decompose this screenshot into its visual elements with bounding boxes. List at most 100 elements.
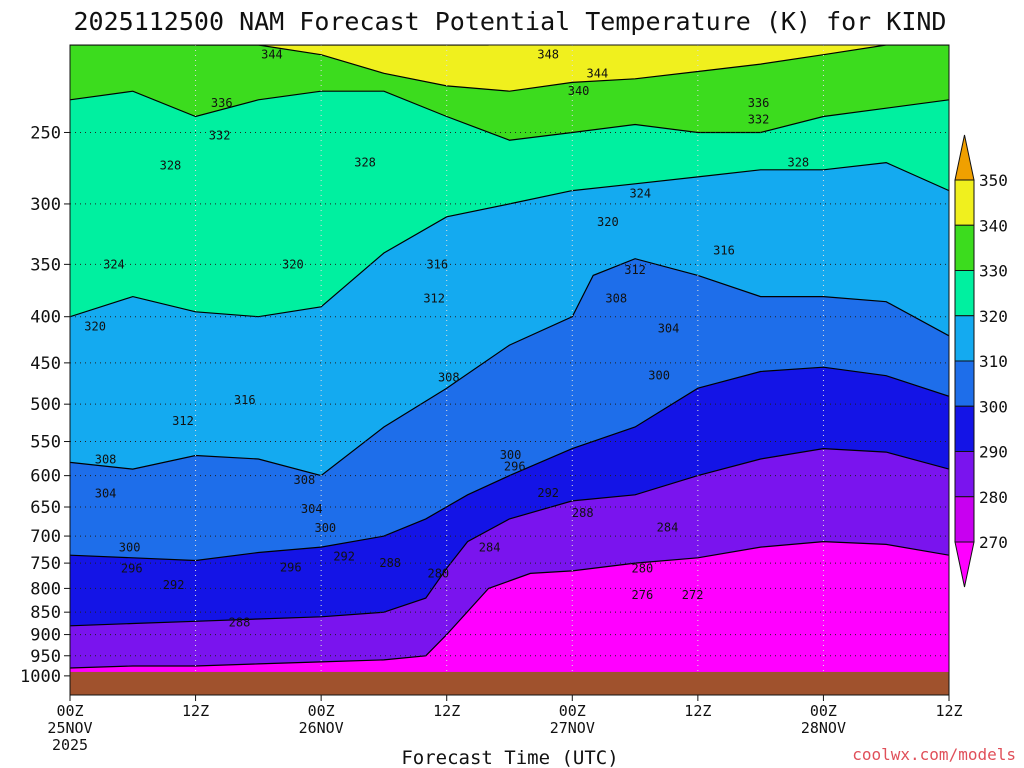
colorbar-band [954,179,975,226]
contour-label: 340 [568,84,590,98]
isentrope-lines [70,45,949,669]
isentrope-line-300 [70,366,949,562]
isentrope-line-320 [70,161,949,318]
contour-label: 308 [438,370,460,384]
band-fill-340 [70,45,949,92]
x-tick-label: 00Z [308,702,335,720]
y-tick-label: 850 [30,603,61,623]
colorbar-tick-label: 350 [979,171,1008,190]
isentrope-line-284 [70,540,949,669]
y-tick-label: 300 [30,195,61,215]
contour-label: 316 [426,257,448,271]
band-fill-330 [70,45,949,141]
x-axis-label: Forecast Time (UTC) [401,747,618,768]
isentrope-line-310 [70,258,949,477]
colorbar-tick-label: 270 [979,533,1008,552]
contour-label: 336 [211,96,233,110]
contour-label: 332 [748,113,770,127]
contour-label: 328 [160,159,182,173]
contour-label: 324 [629,186,651,200]
x-tick-label: 12Z [684,702,711,720]
x-tick-label: 12Z [433,702,460,720]
contour-label: 292 [163,578,185,592]
contour-label: 316 [234,393,256,407]
y-tick-label: 550 [30,433,61,453]
contour-label: 304 [658,321,680,335]
credit-text: coolwx.com/models [852,745,1016,764]
contour-label: 348 [537,48,559,62]
x-tick-label: 00Z [559,702,586,720]
contour-label: 288 [379,556,401,570]
y-tick-label: 900 [30,626,61,646]
contour-labels: 344 348 344 340 336 336 332 332 328 328 328 324 320 3… [84,48,809,630]
contour-label: 296 [280,560,302,574]
colorbar-tick-label: 280 [979,488,1008,507]
contour-label: 292 [333,549,355,563]
x-tick-label: 25NOV [47,719,92,737]
contour-label: 320 [282,257,304,271]
colorbar-band [954,315,975,362]
ground-layer [70,671,949,695]
contour-label: 300 [500,448,522,462]
contour-label: 284 [479,541,501,555]
colorbar-band [954,451,975,498]
contour-label: 292 [537,486,559,500]
colorbar-band [954,224,975,271]
contour-label: 300 [314,521,336,535]
isentrope-line-330 [70,90,949,141]
colorbar-tick-label: 340 [979,216,1008,235]
isentrope-line-290 [70,447,949,627]
filled-contour-bands [70,45,949,695]
contour-label: 288 [572,506,594,520]
y-axis: 250 300 350 400 450 500 550 600 650 700 750 800 850 9… [20,123,70,687]
contour-label: 308 [605,292,627,306]
colorbar-band [954,405,975,452]
contour-label: 296 [121,561,143,575]
y-tick-label: 450 [30,354,61,374]
contour-label: 332 [209,129,231,143]
contour-label: 284 [657,521,679,535]
y-tick-label: 950 [30,647,61,667]
contour-label: 320 [84,319,106,333]
colorbar-tick-label: 330 [979,262,1008,281]
colorbar-legend: 270 280 290 300 310 320 330 340 350 [954,134,1008,588]
contour-label: 308 [95,453,117,467]
contour-label: 328 [354,156,376,170]
contour-label: 324 [103,257,125,271]
colorbar-band [954,496,975,543]
colorbar-band [954,360,975,407]
contour-label: 304 [95,487,117,501]
contour-label: 300 [648,369,670,383]
y-tick-label: 600 [30,467,61,487]
contour-label: 344 [587,66,609,80]
contour-label: 320 [597,215,619,229]
contour-label: 336 [748,96,770,110]
colorbar-bottom-arrow [954,541,975,588]
contour-label: 304 [301,502,323,516]
contour-label: 312 [423,292,445,306]
contour-label: 280 [632,561,654,575]
x-tick-label: 28NOV [801,719,846,737]
y-tick-label: 250 [30,123,61,143]
contour-label: 296 [504,459,526,473]
contour-label: 308 [294,473,316,487]
colorbar-band [954,270,975,317]
plot-frame [69,44,950,696]
contour-label: 316 [713,244,735,258]
contour-label: 300 [119,541,141,555]
colorbar-tick-label: 290 [979,443,1008,462]
x-tick-label: 2025 [52,736,88,754]
y-tick-label: 650 [30,498,61,518]
colorbar-tick-label: 310 [979,352,1008,371]
x-tick-label: 27NOV [550,719,595,737]
x-tick-label: 12Z [182,702,209,720]
x-tick-label: 00Z [56,702,83,720]
colorbar-tick-label: 300 [979,397,1008,416]
y-tick-label: 700 [30,527,61,547]
contour-label: 272 [682,588,704,602]
contour-label: 280 [427,566,449,580]
y-tick-label: 1000 [20,667,61,687]
colorbar-top-arrow [954,134,975,181]
x-tick-label: 00Z [810,702,837,720]
